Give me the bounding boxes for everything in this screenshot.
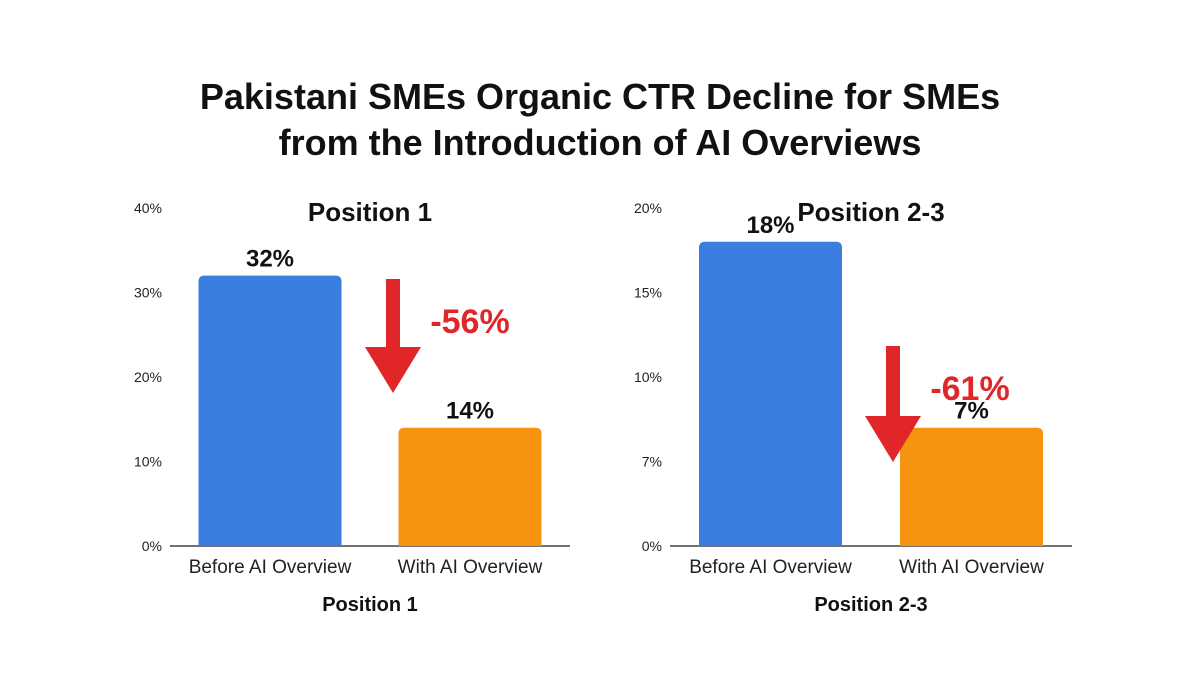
- category-label: With AI Overview: [398, 557, 543, 578]
- x-axis-title: Position 2-3: [814, 594, 927, 616]
- data-label: 18%: [746, 212, 794, 239]
- figure-title-line-1: Pakistani SMEs Organic CTR Decline for S…: [199, 76, 1001, 117]
- data-label: 32%: [246, 246, 294, 273]
- y-tick-label: 10%: [134, 454, 162, 470]
- data-label: 14%: [446, 398, 494, 425]
- y-tick-label: 0%: [142, 538, 162, 554]
- bar-before-ai-overview: [699, 241, 842, 547]
- y-tick-label: 15%: [634, 285, 662, 301]
- percent-change-label: -56%: [430, 303, 509, 341]
- chart-panel-2: [670, 241, 1072, 547]
- category-label: Before AI Overview: [189, 557, 352, 578]
- x-axis-title: Position 1: [322, 594, 418, 616]
- percent-change-label: -61%: [930, 370, 1009, 408]
- y-tick-label: 40%: [134, 200, 162, 216]
- down-arrow-icon: [365, 279, 421, 393]
- y-tick-label: 30%: [134, 285, 162, 301]
- bar-with-ai-overview: [900, 427, 1043, 546]
- y-tick-label: 20%: [134, 369, 162, 385]
- bar-before-ai-overview: [198, 275, 342, 546]
- data-label: 7%: [954, 398, 989, 425]
- category-label: With AI Overview: [899, 557, 1044, 578]
- category-label: Before AI Overview: [689, 557, 852, 578]
- y-tick-label: 0%: [642, 538, 662, 554]
- y-tick-label: 20%: [634, 200, 662, 216]
- chart-panel-1: [170, 275, 570, 547]
- bar-with-ai-overview: [398, 427, 542, 546]
- chart-title: Position 1: [308, 197, 432, 227]
- down-arrow-icon: [865, 346, 921, 462]
- y-tick-label: 7%: [642, 454, 662, 470]
- chart-title: Position 2-3: [797, 197, 944, 227]
- y-tick-label: 10%: [634, 369, 662, 385]
- figure-title-line-2: from the Introduction of AI Overviews: [278, 122, 922, 163]
